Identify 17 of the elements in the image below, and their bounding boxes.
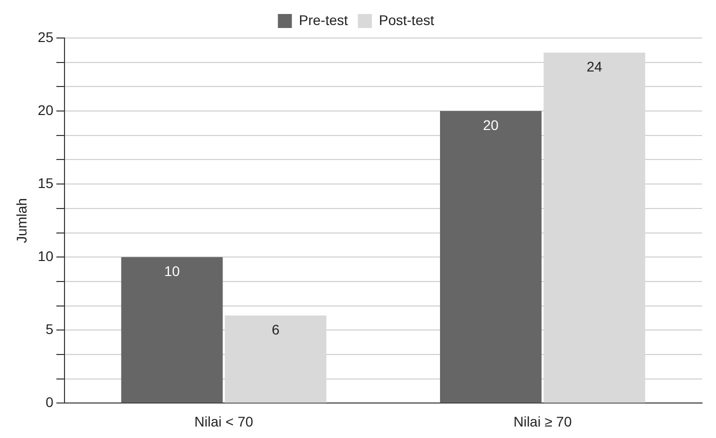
y-tick-label: 0: [46, 394, 54, 410]
bar: [121, 257, 223, 403]
data-label: 10: [164, 262, 180, 279]
y-tick-label: 10: [38, 248, 54, 264]
y-tick-label: 25: [38, 28, 54, 45]
x-tick-label: Nilai ≥ 70: [513, 413, 572, 430]
x-tick-label: Nilai < 70: [194, 413, 254, 430]
legend-label: Pre-test: [298, 12, 348, 28]
y-tick-label: 20: [38, 102, 54, 118]
data-label: 20: [482, 116, 499, 133]
y-axis-title: Jumlah: [13, 198, 30, 244]
y-tick-label: 15: [38, 174, 54, 191]
legend-label: Post-test: [378, 12, 434, 28]
y-tick-label: 5: [46, 321, 54, 338]
data-label: 6: [272, 321, 280, 338]
data-label: 24: [586, 58, 602, 74]
bar: [440, 111, 542, 403]
